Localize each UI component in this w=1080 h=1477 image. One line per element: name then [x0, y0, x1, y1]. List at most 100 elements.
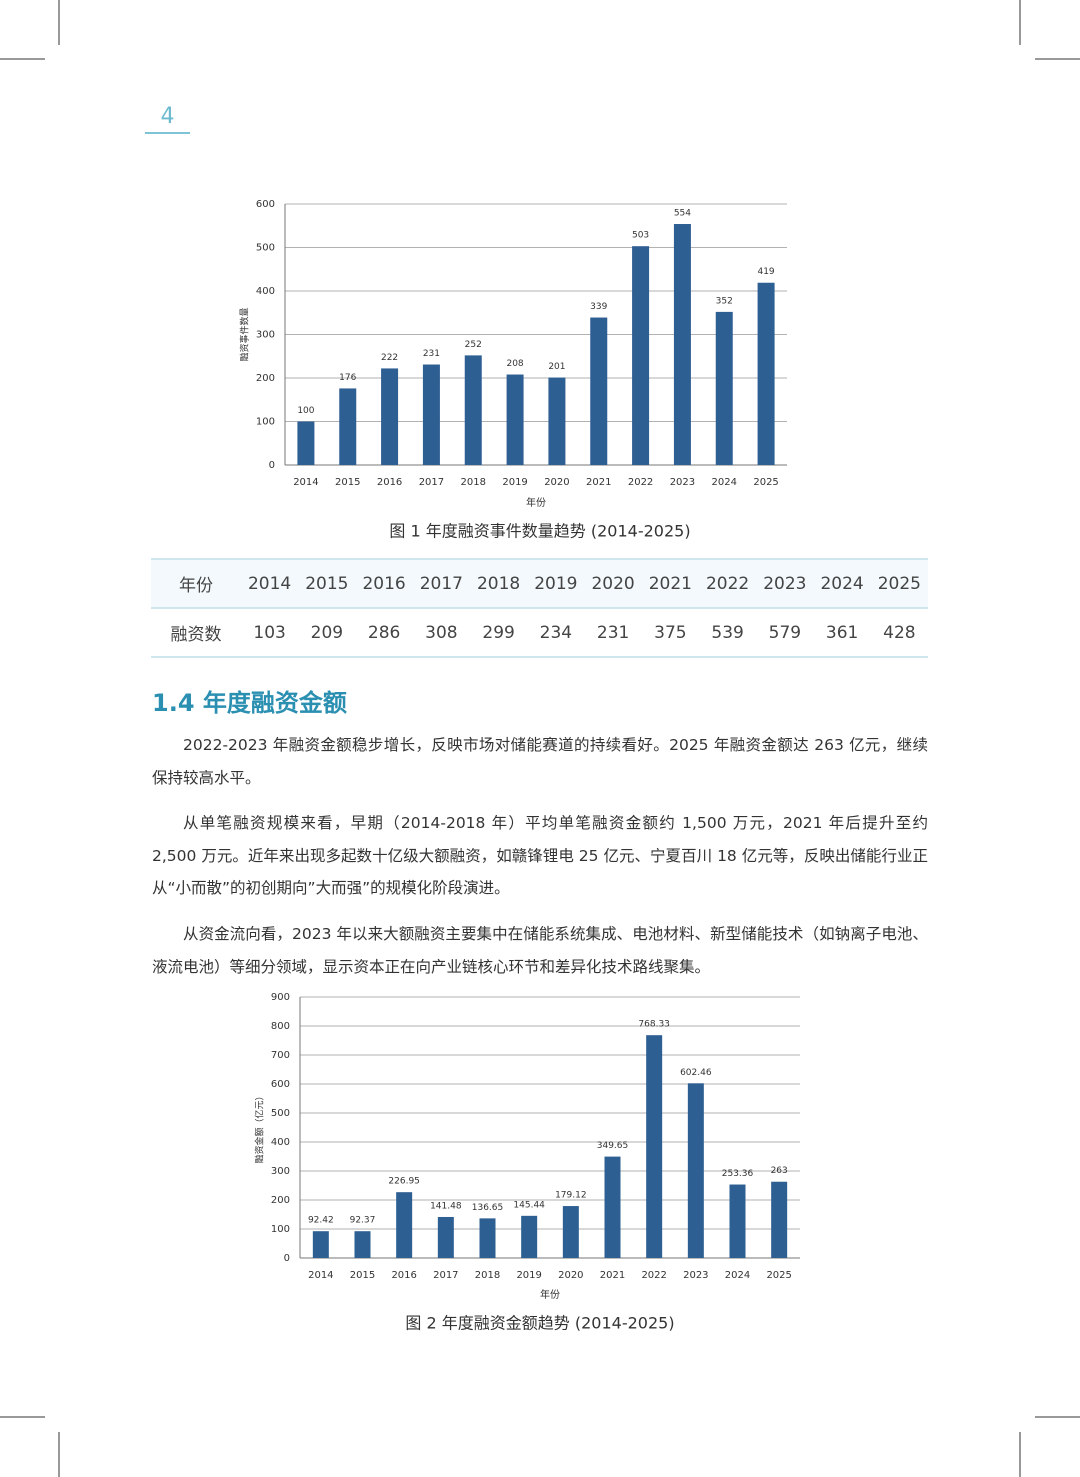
data-label: 222	[381, 353, 398, 363]
x-tick-label: 2024	[725, 1270, 750, 1281]
table-cell: 299	[470, 608, 528, 658]
y-tick-label: 600	[271, 1079, 290, 1090]
y-axis-title: 融资金额（亿元）	[254, 1091, 266, 1163]
data-label: 419	[757, 267, 774, 277]
paragraph: 从资金流向看，2023 年以来大额融资主要集中在储能系统集成、电池材料、新型储能…	[152, 925, 928, 976]
x-tick-label: 2017	[433, 1270, 458, 1281]
x-tick-label: 2025	[753, 477, 778, 488]
data-label: 201	[548, 362, 565, 372]
table-cell: 2019	[527, 558, 585, 609]
x-tick-label: 2015	[350, 1270, 375, 1281]
y-tick-label: 500	[271, 1108, 290, 1119]
table-cell: 2018	[470, 558, 528, 609]
y-tick-label: 100	[271, 1224, 290, 1235]
x-tick-label: 2023	[683, 1270, 708, 1281]
data-label: 349.65	[597, 1141, 629, 1151]
bar	[312, 1231, 329, 1258]
table-row: 融资数 103 209 286 308 299 234 231 375 539 579 361 428	[151, 608, 928, 658]
data-label: 92.37	[350, 1216, 376, 1226]
y-tick-label: 800	[271, 1021, 290, 1032]
x-tick-label: 2016	[391, 1270, 416, 1281]
data-label: 100	[297, 406, 314, 416]
caption: 图 2 年度融资金额趋势 (2014-2025)	[405, 1314, 674, 1333]
table-cell: 2014	[241, 558, 299, 609]
table-cell: 209	[298, 608, 356, 658]
table-cell: 2021	[641, 558, 699, 609]
x-tick-label: 2023	[670, 477, 695, 488]
table-cell: 231	[584, 608, 642, 658]
table-cell: 579	[756, 608, 814, 658]
paragraph: 从单笔融资规模来看，早期（2014-2018 年）平均单笔融资金额约 1,500…	[152, 814, 928, 897]
table-cell: 103	[241, 608, 299, 658]
bar	[715, 311, 733, 465]
page-number: 4	[160, 104, 175, 129]
y-axis-title: 融资事件数量	[239, 307, 251, 361]
table-cell: 308	[412, 608, 470, 658]
table-cell: 2015	[298, 558, 356, 609]
y-tick-label: 100	[256, 417, 275, 428]
bar	[339, 388, 357, 465]
bar	[590, 317, 608, 465]
x-tick-label: 2020	[558, 1270, 583, 1281]
bar	[646, 1035, 663, 1258]
x-tick-label: 2019	[516, 1270, 541, 1281]
bar	[506, 374, 524, 465]
bar	[464, 355, 482, 465]
data-label: 141.48	[430, 1201, 462, 1211]
data-label: 145.44	[513, 1200, 545, 1210]
chart: 0 100 200 300 400 500 600 2014 100 2015 176 2016 222…	[239, 199, 787, 541]
bar	[548, 377, 566, 465]
x-tick-label: 2014	[308, 1270, 333, 1281]
x-tick-label: 2020	[544, 477, 569, 488]
bar	[757, 282, 775, 465]
bar	[437, 1216, 454, 1258]
y-tick-label: 0	[284, 1253, 290, 1264]
y-tick-label: 400	[256, 286, 275, 297]
data-label: 503	[632, 231, 649, 241]
x-tick-label: 2025	[766, 1270, 791, 1281]
x-tick-label: 2022	[641, 1270, 666, 1281]
table-cell: 2023	[756, 558, 814, 609]
bar	[673, 224, 691, 465]
data-label: 263	[771, 1166, 788, 1176]
bar	[422, 364, 440, 465]
table-cell: 361	[813, 608, 871, 658]
y-tick-label: 500	[256, 243, 275, 254]
table-cell: 539	[699, 608, 757, 658]
y-tick-label: 200	[256, 373, 275, 384]
x-axis-title: 年份	[540, 1288, 560, 1301]
table-cell: 融资数	[151, 608, 241, 658]
table-cell: 375	[641, 608, 699, 658]
bar	[297, 421, 315, 465]
x-tick-label: 2019	[502, 477, 527, 488]
table-cell: 286	[355, 608, 413, 658]
data-label: 768.33	[638, 1020, 670, 1030]
table-row: 年份 2014 2015 2016 2017 2018 2019 2020 2021 2022 20…	[151, 558, 928, 609]
bar	[729, 1184, 746, 1258]
table-cell: 2017	[412, 558, 470, 609]
y-tick-label: 600	[256, 199, 275, 210]
table-cell: 2020	[584, 558, 642, 609]
bar	[632, 246, 650, 465]
y-tick-label: 900	[271, 992, 290, 1003]
data-label: 226.95	[388, 1177, 420, 1187]
data-table: 年份 2014 2015 2016 2017 2018 2019 2020 2021 2022 20…	[151, 558, 928, 658]
data-label: 136.65	[472, 1203, 504, 1213]
caption: 图 1 年度融资事件数量趋势 (2014-2025)	[389, 522, 690, 541]
y-tick-label: 400	[271, 1137, 290, 1148]
data-label: 253.36	[722, 1169, 754, 1179]
data-label: 602.46	[680, 1068, 712, 1078]
x-tick-label: 2015	[335, 477, 360, 488]
section-title: 1.4 年度融资金额	[152, 689, 347, 717]
table-cell: 428	[870, 608, 928, 658]
x-tick-label: 2021	[600, 1270, 625, 1281]
data-label: 92.42	[308, 1216, 334, 1226]
table-cell: 2016	[355, 558, 413, 609]
x-tick-label: 2024	[712, 477, 737, 488]
x-tick-label: 2014	[293, 477, 318, 488]
bar	[562, 1206, 579, 1258]
x-axis-title: 年份	[526, 496, 546, 509]
table-cell: 2024	[813, 558, 871, 609]
